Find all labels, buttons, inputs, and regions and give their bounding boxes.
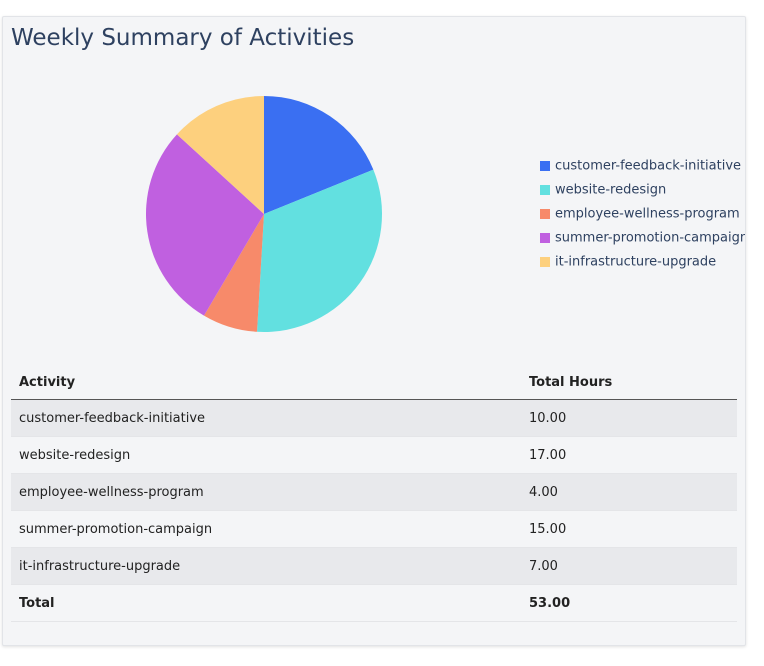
- activity-cell: it-infrastructure-upgrade: [11, 547, 521, 585]
- activity-cell: summer-promotion-campaign: [11, 510, 521, 548]
- pie-slice: [176, 96, 264, 214]
- header-cell: Activity: [11, 365, 521, 400]
- table-row: summer-promotion-campaign 15.00: [11, 510, 737, 548]
- activity-cell: website-redesign: [11, 436, 521, 474]
- legend-label: website-redesign: [555, 183, 666, 198]
- legend-swatch: [540, 209, 550, 219]
- header-row: Activity Total Hours: [11, 365, 737, 400]
- legend-label: customer-feedback-initiative: [555, 159, 741, 174]
- total-row: Total 53.00: [11, 584, 737, 622]
- legend-swatch: [540, 161, 550, 171]
- pie-slice: [145, 134, 264, 316]
- activity-cell: employee-wellness-program: [11, 473, 521, 511]
- pie-slice: [257, 169, 382, 332]
- legend-swatch: [540, 185, 550, 195]
- pie-slice: [203, 214, 264, 332]
- table-row: website-redesign 17.00: [11, 436, 737, 474]
- table-row: customer-feedback-initiative 10.00: [11, 399, 737, 437]
- page-title: Weekly Summary of Activities: [11, 25, 355, 51]
- hours-cell: 7.00: [521, 547, 737, 585]
- chart: customer-feedback-initiative website-rede…: [145, 96, 745, 332]
- total-value: 53.00: [521, 584, 737, 622]
- card: Weekly Summary of Activities customer-fe…: [2, 16, 746, 646]
- activity-cell: customer-feedback-initiative: [11, 399, 521, 437]
- legend-swatch: [540, 233, 550, 243]
- hours-cell: 10.00: [521, 399, 737, 437]
- legend-swatch: [540, 257, 550, 267]
- table-row: employee-wellness-program 4.00: [11, 473, 737, 511]
- legend-label: employee-wellness-program: [555, 207, 740, 222]
- table-body: customer-feedback-initiative 10.00 website…: [11, 399, 737, 585]
- hours-cell: 4.00: [521, 473, 737, 511]
- summary-table: Activity Total Hours customer-feedback-i…: [11, 365, 737, 622]
- table-row: it-infrastructure-upgrade 7.00: [11, 547, 737, 585]
- hours-cell: 17.00: [521, 436, 737, 474]
- hours-cell: 15.00: [521, 510, 737, 548]
- legend-label: it-infrastructure-upgrade: [555, 255, 716, 270]
- total-label: Total: [11, 584, 521, 622]
- header-cell: Total Hours: [521, 365, 737, 400]
- legend-label: summer-promotion-campaign: [555, 231, 745, 246]
- pie-slice: [264, 96, 374, 214]
